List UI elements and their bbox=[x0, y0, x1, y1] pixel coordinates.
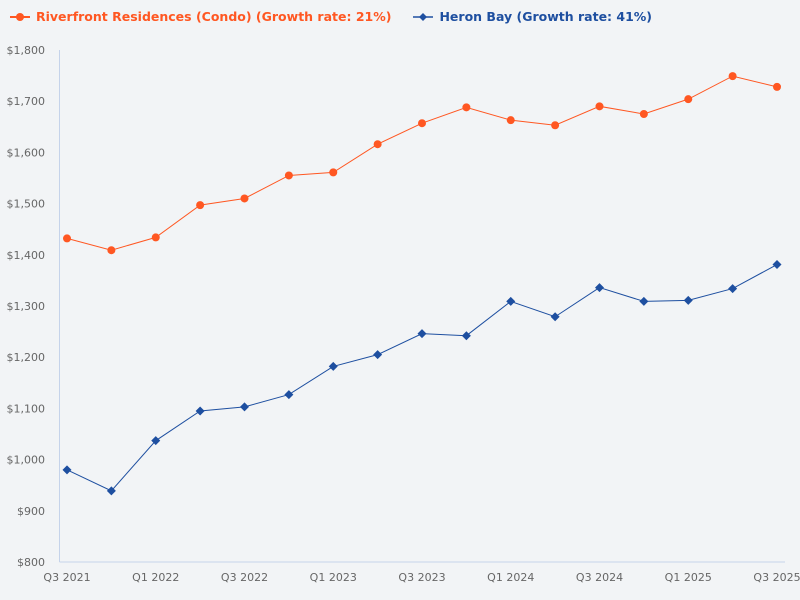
diamond-marker-icon bbox=[413, 12, 434, 21]
legend-item-riverfront[interactable]: Riverfront Residences (Condo) (Growth ra… bbox=[10, 9, 391, 24]
y-tick-label: $900 bbox=[17, 505, 45, 518]
data-point bbox=[62, 465, 72, 475]
data-point bbox=[684, 95, 693, 104]
y-tick-label: $1,300 bbox=[7, 300, 46, 313]
data-point bbox=[683, 295, 693, 305]
x-tick-label: Q3 2021 bbox=[43, 571, 90, 584]
data-point bbox=[462, 103, 471, 112]
data-point bbox=[506, 296, 516, 306]
data-point bbox=[373, 350, 383, 360]
x-tick-label: Q1 2023 bbox=[310, 571, 357, 584]
y-tick-label: $1,500 bbox=[7, 198, 46, 211]
data-point bbox=[240, 194, 249, 203]
data-point bbox=[506, 116, 515, 125]
data-point bbox=[240, 402, 249, 412]
circle-marker-icon bbox=[10, 12, 30, 21]
x-tick-label: Q1 2024 bbox=[487, 571, 534, 584]
data-point bbox=[284, 390, 294, 400]
y-tick-label: $1,700 bbox=[7, 95, 46, 108]
y-tick-label: $1,100 bbox=[7, 402, 46, 415]
x-tick-label: Q1 2025 bbox=[665, 571, 712, 584]
data-point bbox=[461, 331, 471, 341]
data-point bbox=[373, 140, 382, 149]
data-point bbox=[63, 234, 71, 243]
series-line-1 bbox=[66, 264, 778, 492]
legend-label: Riverfront Residences (Condo) (Growth ra… bbox=[36, 9, 392, 24]
y-tick-label: $800 bbox=[17, 556, 45, 569]
data-point bbox=[195, 406, 205, 416]
data-point bbox=[773, 82, 781, 91]
data-point bbox=[329, 168, 338, 177]
data-point bbox=[550, 312, 560, 322]
x-tick-label: Q3 2025 bbox=[753, 571, 800, 584]
x-tick-label: Q3 2024 bbox=[576, 571, 623, 584]
data-point bbox=[107, 246, 116, 255]
legend-label: Heron Bay (Growth rate: 41%) bbox=[439, 9, 653, 24]
data-point bbox=[418, 119, 426, 128]
data-point bbox=[417, 329, 427, 339]
data-point bbox=[639, 110, 648, 118]
series-line-0 bbox=[66, 75, 778, 251]
data-point bbox=[151, 436, 161, 446]
data-point bbox=[328, 361, 338, 371]
data-point bbox=[551, 121, 560, 130]
y-tick-label: $1,400 bbox=[7, 249, 46, 262]
data-point bbox=[284, 171, 293, 180]
x-tick-label: Q3 2023 bbox=[398, 571, 445, 584]
data-point bbox=[595, 102, 604, 111]
data-point bbox=[106, 486, 116, 496]
data-point bbox=[772, 260, 782, 270]
x-tick-label: Q1 2022 bbox=[132, 571, 179, 584]
data-point bbox=[151, 233, 160, 242]
data-point bbox=[639, 296, 649, 306]
data-point bbox=[595, 283, 604, 293]
legend-item-heron-bay[interactable]: Heron Bay (Growth rate: 41%) bbox=[413, 9, 652, 24]
legend: Riverfront Residences (Condo) (Growth ra… bbox=[10, 9, 652, 24]
data-point bbox=[196, 201, 205, 210]
y-tick-label: $1,600 bbox=[7, 146, 46, 159]
y-tick-label: $1,000 bbox=[7, 454, 46, 467]
data-point bbox=[728, 284, 738, 294]
y-tick-label: $1,800 bbox=[7, 44, 46, 57]
y-tick-label: $1,200 bbox=[7, 351, 46, 364]
data-point bbox=[728, 72, 737, 81]
x-tick-label: Q3 2022 bbox=[221, 571, 268, 584]
